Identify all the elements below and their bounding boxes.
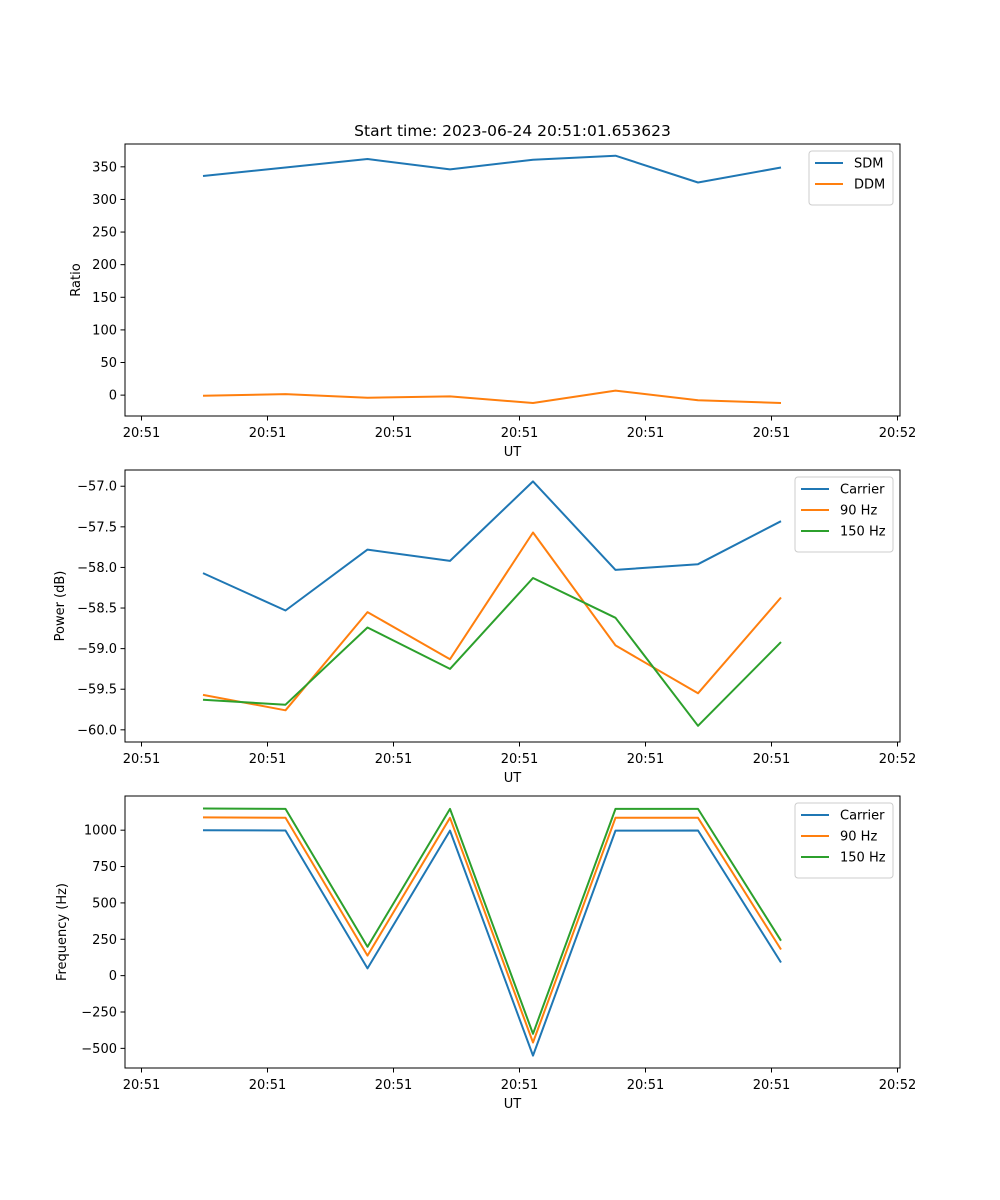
power-axes-frame xyxy=(124,469,901,743)
frequency-x-tick-label: 20:51 xyxy=(375,1078,412,1093)
power-x-tick-label: 20:51 xyxy=(501,752,538,767)
frequency-y-tick-label: 250 xyxy=(92,933,117,948)
ratio-x-axis-label: UT xyxy=(504,445,522,460)
ratio-x-tick-label: 20:51 xyxy=(501,426,538,441)
power-legend xyxy=(794,476,894,553)
power-y-tick-label: −57.0 xyxy=(77,480,117,495)
ratio-y-tick-label: 100 xyxy=(92,323,117,338)
power-y-tick-label: −59.5 xyxy=(77,683,117,698)
frequency-x-tick-label: 20:51 xyxy=(501,1078,538,1093)
power-y-tick-label: −58.0 xyxy=(77,561,117,576)
power-y-tick-label: −58.5 xyxy=(77,602,117,617)
frequency-series-150-hz xyxy=(202,807,782,1035)
ratio-panel: 0 50 100 150 200 250 300 350 20:51 20:51 20:51 20:5… xyxy=(69,143,916,460)
ratio-y-axis-label: Ratio xyxy=(69,263,84,296)
frequency-x-tick-label: 20:51 xyxy=(123,1078,160,1093)
ratio-legend xyxy=(808,150,894,206)
frequency-x-tick-label: 20:51 xyxy=(249,1078,286,1093)
power-x-tick-label: 20:51 xyxy=(375,752,412,767)
power-y-tick-label: −60.0 xyxy=(77,723,117,738)
power-series-150-hz xyxy=(202,577,782,727)
frequency-y-tick-label: 1000 xyxy=(84,824,117,839)
frequency-series-90-hz xyxy=(202,816,782,1044)
power-panel: −57.0 −57.5 −58.0 −58.5 −59.0 −59.5 −60.0 20:51… xyxy=(53,469,916,786)
frequency-y-tick-label: −250 xyxy=(81,1006,117,1021)
power-series-90-hz xyxy=(202,531,782,712)
ratio-legend-label: SDM xyxy=(854,157,883,172)
frequency-legend-label: 150 Hz xyxy=(840,851,886,866)
power-x-axis-label: UT xyxy=(504,771,522,786)
power-x-tick-label: 20:51 xyxy=(123,752,160,767)
frequency-series-carrier xyxy=(202,829,782,1057)
ratio-y-tick-label: 300 xyxy=(92,193,117,208)
power-x-tick-label: 20:52 xyxy=(879,752,916,767)
ratio-x-tick-label: 20:51 xyxy=(627,426,664,441)
ratio-x-tick-label: 20:52 xyxy=(879,426,916,441)
frequency-y-tick-label: 0 xyxy=(109,969,117,984)
ratio-legend-label: DDM xyxy=(854,178,885,193)
ratio-y-tick-label: 150 xyxy=(92,291,117,306)
figure-title: Start time: 2023-06-24 20:51:01.653623 xyxy=(354,122,671,140)
ratio-y-tick-label: 350 xyxy=(92,160,117,175)
frequency-y-axis-label: Frequency (Hz) xyxy=(55,883,70,981)
frequency-legend xyxy=(794,802,894,879)
ratio-x-tick-label: 20:51 xyxy=(753,426,790,441)
frequency-legend-label: Carrier xyxy=(840,809,885,824)
power-legend-label: 90 Hz xyxy=(840,504,877,519)
ratio-y-tick-label: 50 xyxy=(100,356,117,371)
frequency-y-tick-label: −500 xyxy=(81,1042,117,1057)
ratio-x-tick-label: 20:51 xyxy=(375,426,412,441)
frequency-x-tick-label: 20:51 xyxy=(753,1078,790,1093)
power-x-tick-label: 20:51 xyxy=(627,752,664,767)
frequency-axes-frame xyxy=(124,795,901,1069)
power-x-tick-label: 20:51 xyxy=(249,752,286,767)
power-y-axis-label: Power (dB) xyxy=(53,571,68,642)
ratio-series-sdm xyxy=(202,154,782,184)
ratio-x-tick-label: 20:51 xyxy=(249,426,286,441)
ratio-y-tick-label: 0 xyxy=(109,389,117,404)
frequency-x-axis-label: UT xyxy=(504,1097,522,1112)
power-y-tick-label: −57.5 xyxy=(77,520,117,535)
power-series-carrier xyxy=(202,480,782,612)
frequency-x-tick-label: 20:52 xyxy=(879,1078,916,1093)
frequency-y-tick-label: 500 xyxy=(92,896,117,911)
frequency-legend-label: 90 Hz xyxy=(840,830,877,845)
ratio-y-tick-label: 250 xyxy=(92,226,117,241)
frequency-y-tick-label: 750 xyxy=(92,860,117,875)
power-y-tick-label: −59.0 xyxy=(77,642,117,657)
power-legend-label: 150 Hz xyxy=(840,525,886,540)
ratio-y-tick-label: 200 xyxy=(92,258,117,273)
frequency-panel: −500 −250 0 250 500 750 1000 20:51 20:51 20:51 20:… xyxy=(55,795,916,1112)
power-legend-label: Carrier xyxy=(840,483,885,498)
ratio-series-ddm xyxy=(202,389,782,404)
ratio-axes-frame xyxy=(124,143,901,417)
power-x-tick-label: 20:51 xyxy=(753,752,790,767)
frequency-x-tick-label: 20:51 xyxy=(627,1078,664,1093)
ratio-x-tick-label: 20:51 xyxy=(123,426,160,441)
